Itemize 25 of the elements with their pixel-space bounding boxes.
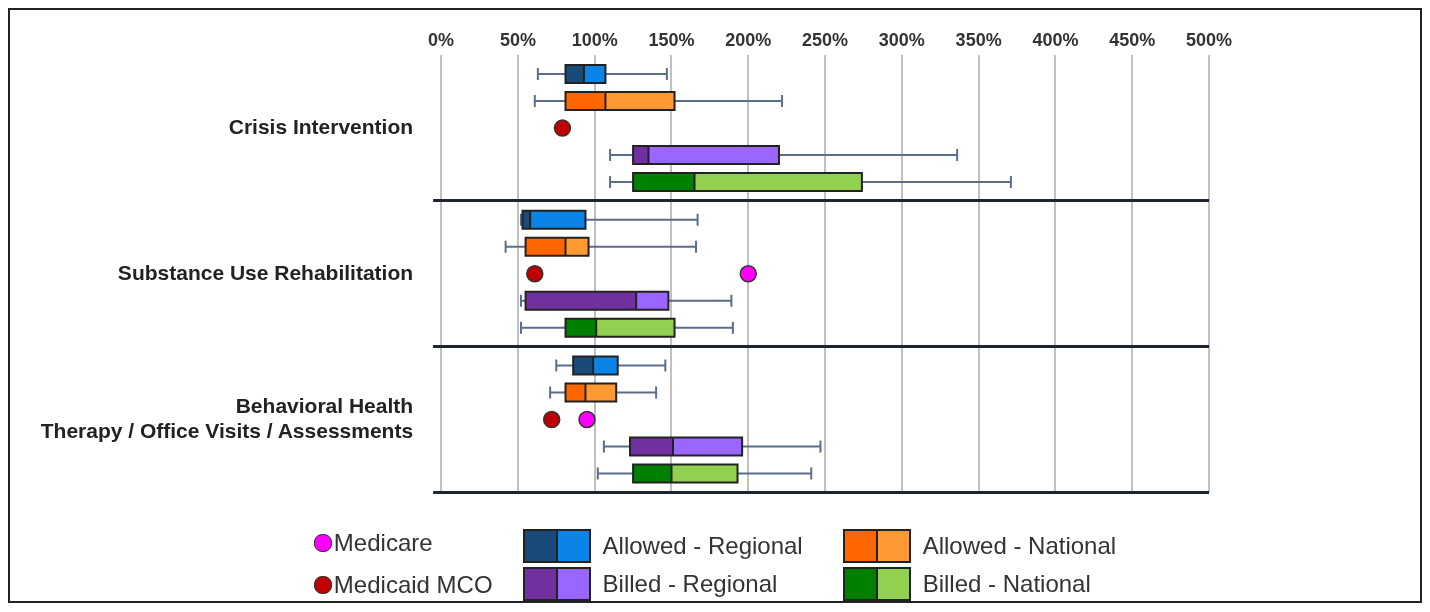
x-tick-label: 50%	[499, 30, 536, 51]
point	[526, 265, 544, 283]
legend-label: Allowed - Regional	[602, 532, 803, 560]
x-tick-label: 200%	[725, 30, 772, 51]
x-tick-label: 250%	[802, 30, 849, 51]
legend-label: Billed - National	[922, 570, 1091, 598]
x-tick-label: 150%	[648, 30, 695, 51]
legend-label: Medicaid MCO	[333, 571, 493, 599]
legend-label: Billed - Regional	[602, 570, 778, 598]
point	[553, 119, 572, 137]
point	[542, 410, 561, 429]
legend-label: Medicare	[333, 529, 433, 557]
y-tick-label: Substance Use Rehabilitation	[117, 260, 414, 284]
x-tick-label: 400%	[1032, 30, 1079, 51]
x-tick-label: 500%	[1185, 30, 1233, 51]
x-tick-label: 300%	[878, 30, 925, 51]
x-tick-label: 350%	[955, 30, 1002, 51]
legend-label: Allowed - National	[922, 532, 1117, 560]
x-tick-label: 100%	[571, 30, 618, 51]
point	[739, 265, 758, 283]
x-tick-label: 450%	[1109, 30, 1156, 51]
y-tick-label: Behavioral Health Therapy / Office Visits / Assessments	[40, 393, 414, 442]
y-tick-label: Crisis Intervention	[228, 114, 414, 138]
point	[578, 410, 596, 429]
x-tick-label: 0%	[428, 30, 455, 51]
